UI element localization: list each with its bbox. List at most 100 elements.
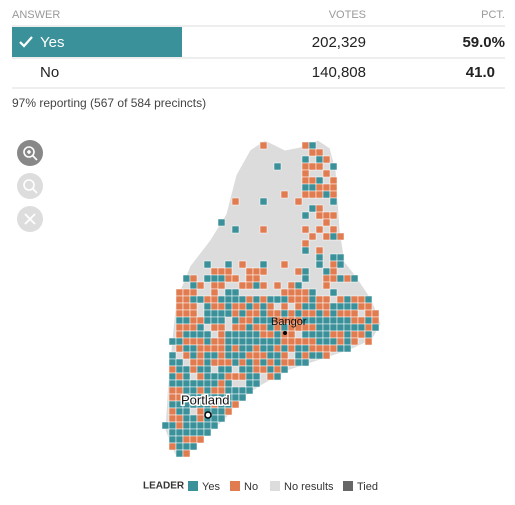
precinct xyxy=(301,239,310,248)
precinct xyxy=(196,435,205,444)
precinct xyxy=(350,274,359,283)
precinct xyxy=(224,295,233,304)
precinct xyxy=(329,316,338,325)
precinct xyxy=(343,302,352,311)
zoom-out[interactable] xyxy=(17,173,43,199)
legend-swatch xyxy=(230,481,240,491)
precinct xyxy=(245,386,254,395)
precinct xyxy=(238,281,247,290)
precinct xyxy=(182,428,191,437)
precinct xyxy=(364,330,373,339)
precinct xyxy=(329,253,338,262)
precinct xyxy=(350,330,359,339)
precinct xyxy=(336,337,345,346)
precinct xyxy=(308,148,317,157)
precinct xyxy=(217,274,226,283)
precinct xyxy=(238,344,247,353)
precinct xyxy=(329,232,338,241)
precinct xyxy=(224,288,233,297)
precinct xyxy=(322,274,331,283)
precinct xyxy=(203,316,212,325)
city-label: Bangor xyxy=(271,316,307,328)
precinct xyxy=(238,358,247,367)
precinct xyxy=(210,414,219,423)
precinct xyxy=(217,281,226,290)
precinct xyxy=(301,337,310,346)
precinct xyxy=(322,155,331,164)
precinct xyxy=(273,162,282,171)
precinct xyxy=(252,302,261,311)
precinct xyxy=(266,337,275,346)
precinct xyxy=(252,365,261,374)
precinct xyxy=(189,274,198,283)
precinct xyxy=(287,358,296,367)
precinct xyxy=(203,330,212,339)
reset-zoom[interactable] xyxy=(17,206,43,232)
precinct xyxy=(280,288,289,297)
precinct xyxy=(315,309,324,318)
precinct xyxy=(266,344,275,353)
precinct xyxy=(259,330,268,339)
precinct xyxy=(245,267,254,276)
precinct xyxy=(308,141,317,150)
zoom-in[interactable] xyxy=(17,140,43,166)
precinct xyxy=(217,218,226,227)
precinct xyxy=(336,323,345,332)
precinct xyxy=(231,358,240,367)
precinct xyxy=(217,407,226,416)
precinct xyxy=(350,302,359,311)
precinct xyxy=(336,232,345,241)
precinct xyxy=(336,274,345,283)
legend-label: Yes xyxy=(202,481,220,493)
precinct xyxy=(168,421,177,430)
precinct xyxy=(231,372,240,381)
precinct xyxy=(182,435,191,444)
precinct xyxy=(189,316,198,325)
precinct xyxy=(308,162,317,171)
precinct xyxy=(217,323,226,332)
precinct xyxy=(217,344,226,353)
answer-no: No xyxy=(40,64,59,81)
precinct xyxy=(175,302,184,311)
precinct xyxy=(168,365,177,374)
winner-highlight xyxy=(12,27,182,57)
precinct xyxy=(315,260,324,269)
precinct xyxy=(203,309,212,318)
precinct xyxy=(189,379,198,388)
precinct xyxy=(238,316,247,325)
precinct xyxy=(301,295,310,304)
precinct xyxy=(308,176,317,185)
precinct xyxy=(203,260,212,269)
precinct xyxy=(231,197,240,206)
precinct xyxy=(315,330,324,339)
precinct xyxy=(161,421,170,430)
header-votes: VOTES xyxy=(329,9,366,21)
precinct xyxy=(196,330,205,339)
city-dot xyxy=(283,331,287,335)
precinct xyxy=(266,302,275,311)
precinct xyxy=(168,442,177,451)
precinct xyxy=(252,379,261,388)
pct-no: 41.0 xyxy=(466,64,495,81)
precinct xyxy=(231,323,240,332)
precinct xyxy=(280,260,289,269)
precinct xyxy=(252,295,261,304)
precinct xyxy=(343,274,352,283)
precinct xyxy=(287,281,296,290)
precinct xyxy=(315,162,324,171)
precinct xyxy=(350,337,359,346)
precinct xyxy=(259,344,268,353)
precinct xyxy=(175,295,184,304)
precinct xyxy=(322,281,331,290)
precinct xyxy=(168,414,177,423)
precinct xyxy=(210,344,219,353)
precinct xyxy=(329,176,338,185)
precinct xyxy=(182,288,191,297)
precinct xyxy=(294,288,303,297)
precinct xyxy=(364,295,373,304)
precinct xyxy=(273,372,282,381)
precinct xyxy=(273,337,282,346)
precinct xyxy=(238,386,247,395)
precinct xyxy=(210,372,219,381)
precinct xyxy=(182,316,191,325)
